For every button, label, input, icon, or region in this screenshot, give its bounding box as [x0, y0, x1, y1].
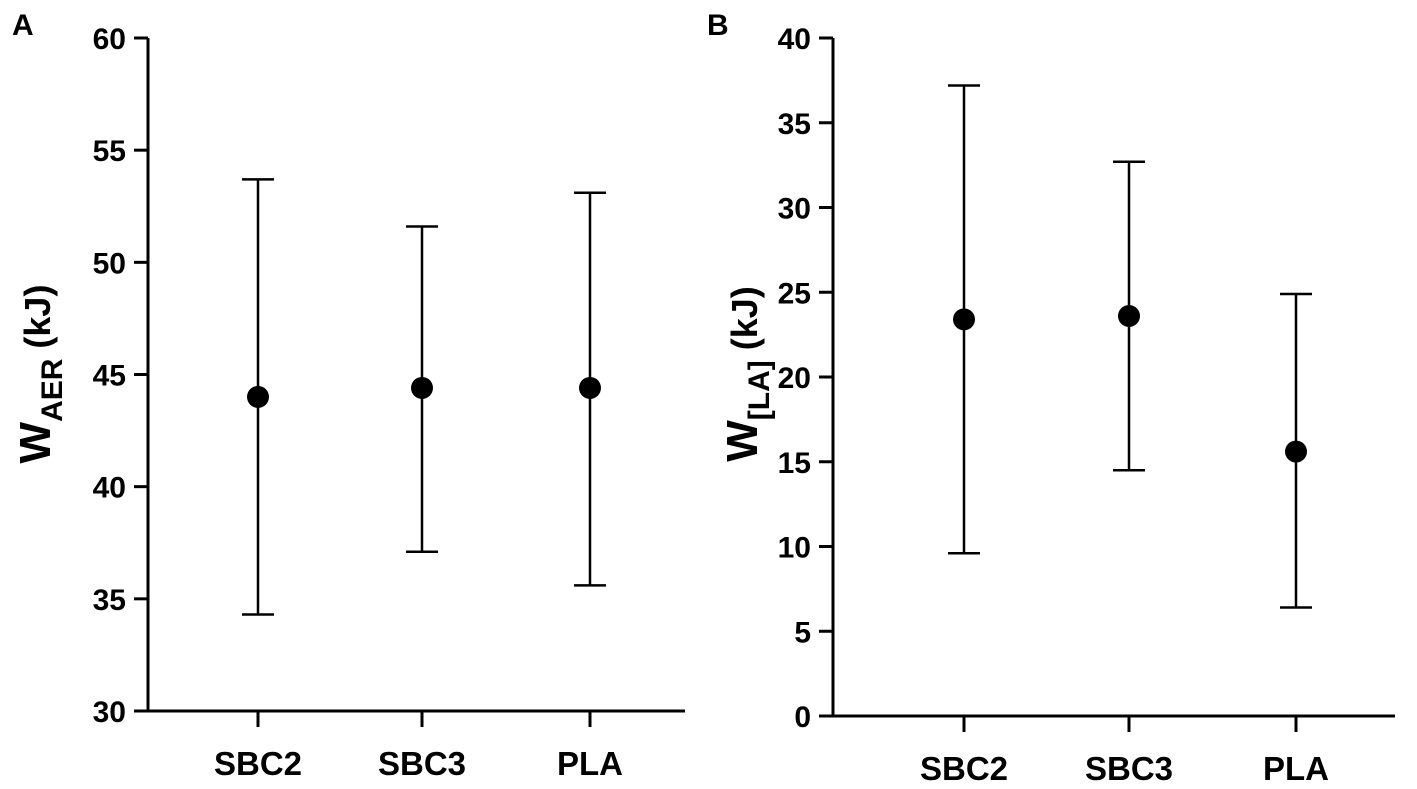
- y-tick-label: 20: [778, 362, 811, 395]
- data-point-sbc2: [247, 385, 269, 408]
- y-tick-label: 0: [794, 701, 811, 734]
- y-tick-label: 15: [778, 447, 811, 480]
- y-tick-label: 25: [778, 277, 811, 310]
- y-axis-label-subscript: [LA]: [743, 360, 776, 420]
- panel-label: B: [707, 9, 729, 42]
- y-axis-label-subscript: AER: [36, 358, 69, 422]
- y-tick-label: 60: [93, 23, 126, 56]
- y-axis-label-main: W: [718, 420, 767, 462]
- y-axis-label-main: W: [11, 421, 60, 463]
- y-tick-label: 50: [93, 247, 126, 280]
- y-tick-label: 40: [778, 23, 811, 56]
- y-axis-label-unit: (kJ): [17, 285, 58, 359]
- x-tick-label: SBC3: [1085, 750, 1173, 787]
- x-tick-label: PLA: [1263, 750, 1329, 787]
- x-tick-label: SBC2: [214, 745, 302, 782]
- y-tick-label: 55: [93, 135, 126, 168]
- x-tick-label: SBC2: [920, 750, 1008, 787]
- x-tick-label: PLA: [557, 745, 623, 782]
- y-tick-label: 5: [794, 616, 811, 649]
- panel-a: A 30 35 40 45 50 55 60 SBC2 SBC3 PLA WAER (kJ): [11, 9, 685, 782]
- data-point-sbc3: [1118, 304, 1140, 327]
- y-tick-label: 35: [93, 584, 126, 617]
- panel-label: A: [12, 9, 34, 42]
- y-tick-label: 30: [778, 193, 811, 226]
- data-point-pla: [579, 376, 601, 399]
- y-tick-label: 30: [93, 696, 126, 729]
- y-axis-label: W[LA] (kJ): [718, 286, 776, 462]
- y-tick-label: 35: [778, 108, 811, 141]
- y-axis-label: WAER (kJ): [11, 285, 69, 464]
- y-tick-label: 45: [93, 360, 126, 393]
- y-tick-label: 10: [778, 532, 811, 565]
- panel-b: B 0 5 10 15 20 25 30 35 40 SBC2 SBC3 PLA W[LA] (kJ): [707, 9, 1395, 787]
- x-tick-label: SBC3: [378, 745, 466, 782]
- data-point-sbc3: [411, 376, 433, 399]
- data-point-sbc2: [953, 308, 975, 331]
- y-axis-label-unit: (kJ): [724, 286, 765, 360]
- data-point-pla: [1285, 440, 1307, 463]
- y-tick-label: 40: [93, 472, 126, 505]
